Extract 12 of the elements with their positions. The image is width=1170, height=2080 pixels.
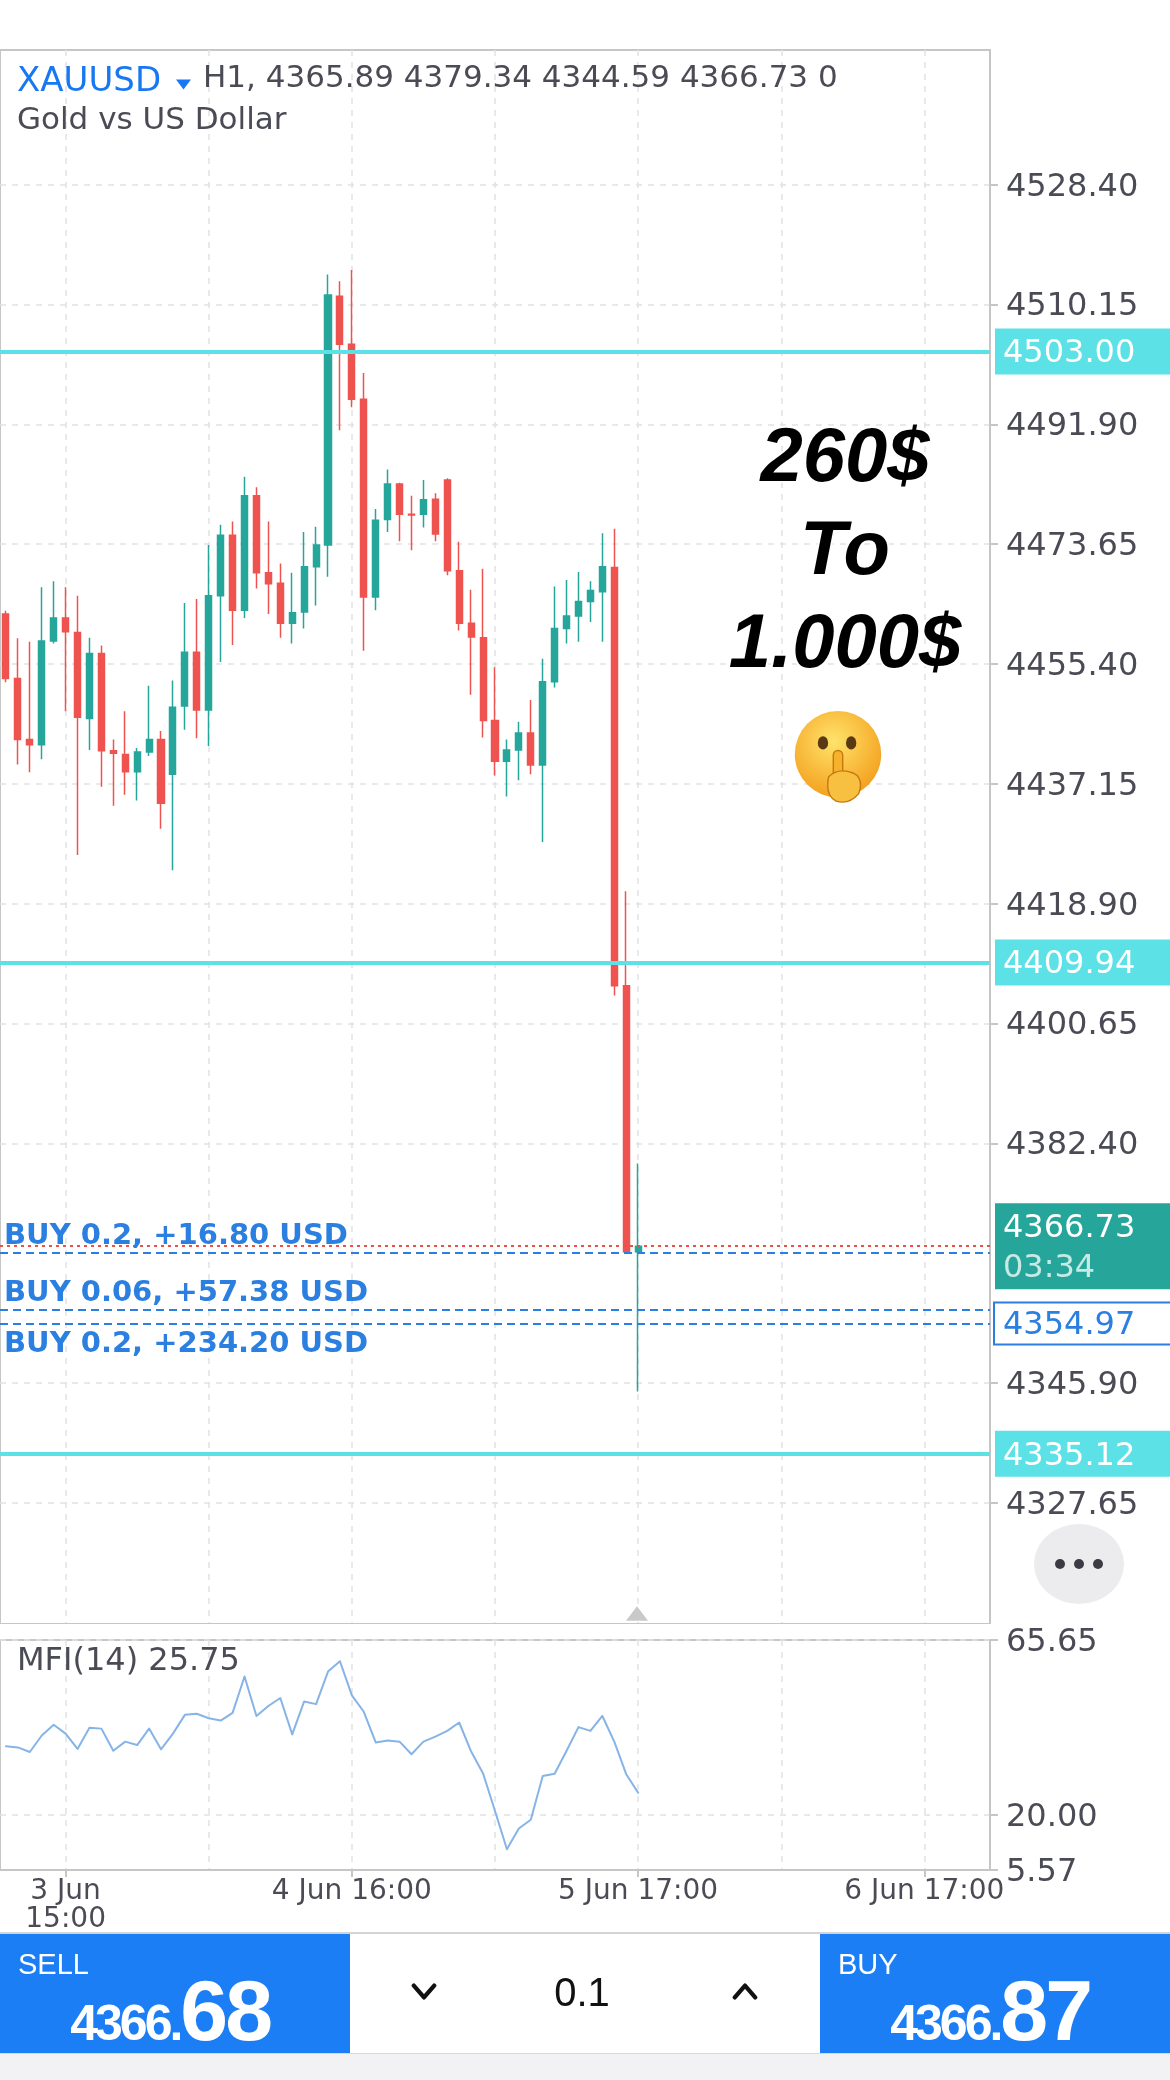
y-tick-label: 65.65 <box>1006 1621 1098 1659</box>
y-tick-label: 20.00 <box>1006 1795 1098 1834</box>
y-tick-label: 5.57 <box>1006 1851 1078 1889</box>
buy-button: BUY 4366.87 <box>820 1934 1170 2053</box>
x-tick-label: 6 Jun 17:00 <box>844 1872 1005 1906</box>
x-tick-label: 3 Jun 15:00 <box>25 1872 106 1934</box>
x-tick-label: 5 Jun 17:00 <box>558 1872 719 1906</box>
sell-button: SELL 4366.68 <box>0 1934 350 2053</box>
chart-title: MFI(14) 25.75 <box>17 1640 240 1678</box>
text: 0.1 <box>553 1970 611 2014</box>
y-tick-label: 4327.65 <box>1006 1483 1139 1522</box>
x-tick-label: 4 Jun 16:00 <box>271 1872 432 1906</box>
